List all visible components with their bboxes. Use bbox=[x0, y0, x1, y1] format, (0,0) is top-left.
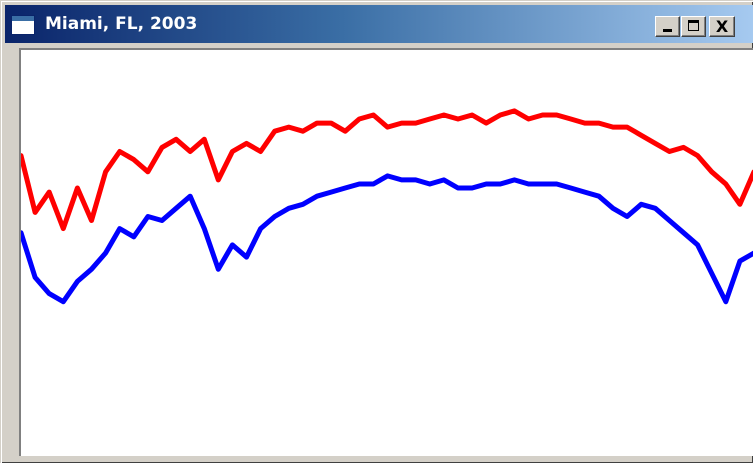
close-icon: X bbox=[715, 17, 729, 36]
minimize-icon bbox=[663, 29, 672, 32]
temperature-chart bbox=[21, 108, 753, 305]
plot-area bbox=[19, 48, 753, 456]
series-line-low bbox=[21, 173, 753, 305]
window-icon[interactable] bbox=[11, 15, 35, 35]
minimize-button[interactable] bbox=[655, 16, 680, 37]
window-title: Miami, FL, 2003 bbox=[45, 14, 198, 34]
title-bar[interactable]: Miami, FL, 2003 X bbox=[5, 5, 753, 43]
maximize-icon bbox=[688, 20, 699, 31]
close-button[interactable]: X bbox=[709, 16, 735, 37]
maximize-button[interactable] bbox=[681, 16, 706, 37]
series-line-high bbox=[21, 108, 753, 232]
